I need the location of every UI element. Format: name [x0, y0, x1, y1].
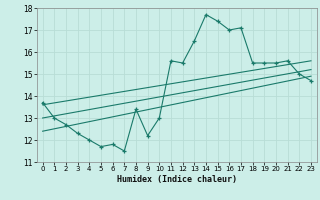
X-axis label: Humidex (Indice chaleur): Humidex (Indice chaleur) — [117, 175, 237, 184]
